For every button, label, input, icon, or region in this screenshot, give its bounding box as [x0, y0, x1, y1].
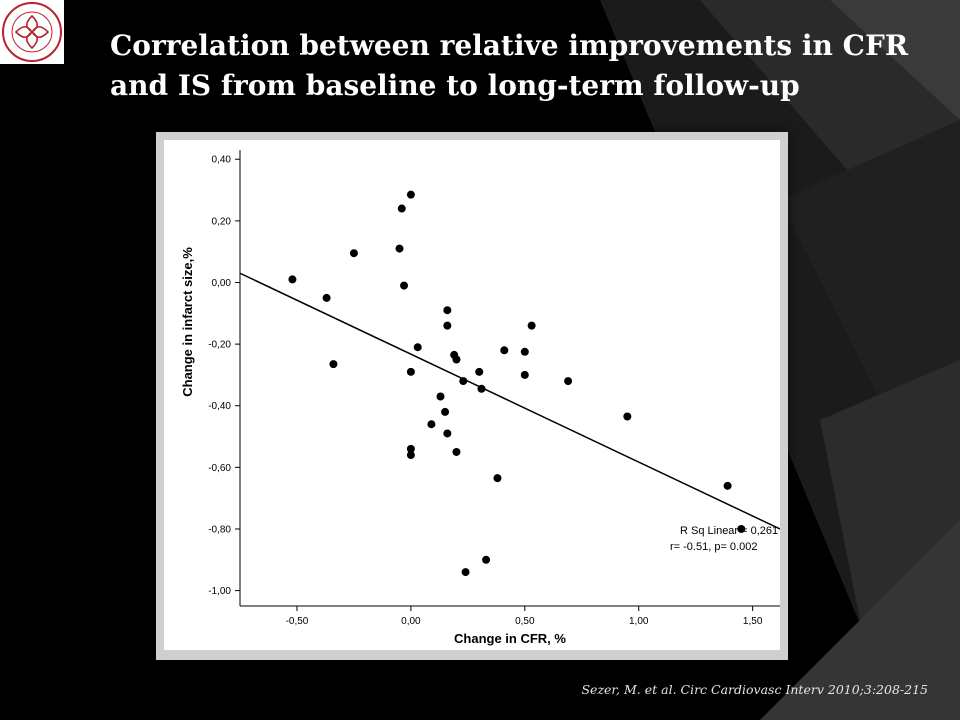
fit-line-group [239, 272, 780, 530]
data-point [406, 367, 415, 376]
y-tick-label: 0,20 [212, 216, 232, 227]
y-tick-label: -0,80 [208, 524, 231, 535]
data-point [520, 347, 529, 356]
r-squared-annotation: R Sq Linear = 0,261 [680, 525, 778, 537]
data-point [520, 370, 529, 379]
axes [235, 150, 780, 611]
data-point [406, 451, 415, 460]
data-point [441, 407, 450, 416]
chart-frame: 0,40 0,20 0,00 -0,20 -0,40 -0,60 -0,80 -1,00 -0,… [156, 132, 788, 660]
y-tick-label: 0,00 [212, 278, 232, 289]
data-point [443, 321, 452, 330]
x-tick-label: 0,00 [401, 616, 421, 627]
x-tick-label: 1,00 [629, 616, 649, 627]
university-logo [0, 0, 64, 64]
data-point [500, 346, 509, 355]
x-tick-label: 0,50 [515, 616, 535, 627]
data-point [527, 321, 536, 330]
x-tick-label: 1,50 [743, 616, 763, 627]
data-point [288, 275, 297, 284]
x-axis-label: Change in CFR, % [454, 631, 566, 646]
data-point [623, 412, 632, 421]
citation: Sezer, M. et al. Circ Cardiovasc Interv … [581, 682, 928, 697]
tick-labels: 0,40 0,20 0,00 -0,20 -0,40 -0,60 -0,80 -1,00 -0,… [208, 155, 763, 627]
university-seal-icon [2, 2, 62, 62]
data-point [723, 481, 732, 490]
y-tick-label: -0,20 [208, 340, 231, 351]
data-point [329, 360, 338, 369]
data-point [397, 204, 406, 213]
data-point [475, 367, 484, 376]
data-point [406, 444, 415, 453]
y-tick-label: -1,00 [208, 586, 231, 597]
data-point [443, 306, 452, 315]
y-axis-label: Change in infarct size,% [180, 247, 195, 397]
y-tick-label: 0,40 [212, 155, 232, 166]
data-point [461, 568, 470, 577]
y-tick-label: -0,40 [208, 401, 231, 412]
data-point [459, 377, 468, 386]
chart-panel: 0,40 0,20 0,00 -0,20 -0,40 -0,60 -0,80 -1,00 -0,… [164, 140, 780, 650]
data-point [443, 429, 452, 438]
data-point [349, 249, 358, 258]
data-point [413, 343, 422, 352]
y-tick-label: -0,60 [208, 463, 231, 474]
data-points [288, 190, 746, 577]
data-point [564, 377, 573, 386]
data-point [322, 293, 331, 302]
data-point [452, 355, 461, 364]
data-point [493, 474, 502, 483]
data-point [395, 244, 404, 253]
x-tick-label: -0,50 [286, 616, 309, 627]
data-point [400, 281, 409, 290]
correlation-annotation: r= -0.51, p= 0.002 [670, 541, 757, 553]
scatter-plot: 0,40 0,20 0,00 -0,20 -0,40 -0,60 -0,80 -1,00 -0,… [180, 150, 780, 646]
data-point [482, 555, 491, 564]
slide-title: Correlation between relative improvement… [110, 29, 909, 102]
data-point [452, 447, 461, 456]
fit-line [239, 272, 780, 530]
data-point [737, 524, 746, 533]
data-point [436, 392, 445, 401]
data-point [406, 190, 415, 199]
data-point [427, 420, 436, 429]
